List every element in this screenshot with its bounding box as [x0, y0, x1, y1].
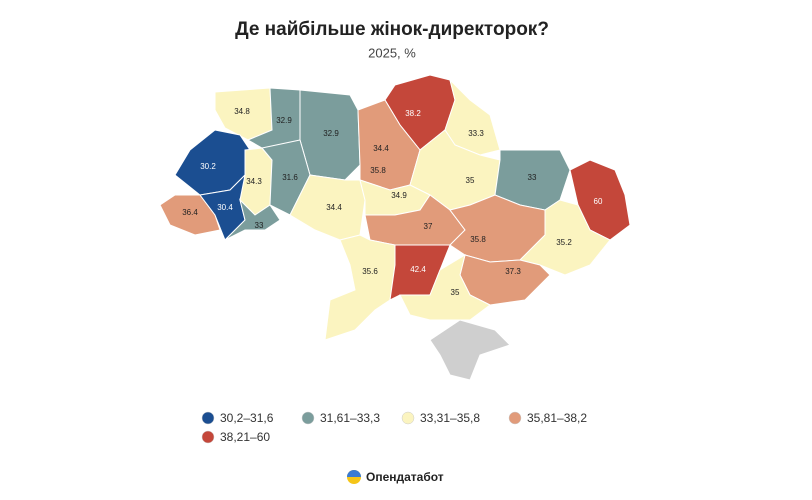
region-label: 34.3	[246, 177, 262, 186]
region-label: 35	[466, 176, 475, 185]
legend-swatch	[508, 411, 522, 425]
region-label: 36.4	[182, 208, 198, 217]
region-label: 35.6	[362, 267, 378, 276]
region-label: 35.2	[556, 238, 572, 247]
region	[224, 198, 281, 241]
region-label: 33.3	[468, 129, 484, 138]
region-label: 60	[594, 197, 603, 206]
region-label: 42.4	[410, 265, 426, 274]
region	[519, 199, 611, 276]
region-label: 34.4	[326, 203, 342, 212]
region-label: 34.9	[391, 191, 407, 200]
subtitle: 2025, %	[368, 45, 416, 60]
legend-label: 30,2–31,6	[220, 411, 274, 425]
regions: 34.8 32.9 32.9 38.2 33.3 30.2 34.3 31.6 34.4 35.8…	[159, 74, 631, 341]
region-label: 37	[424, 222, 433, 231]
region-label: 38.2	[405, 109, 421, 118]
brand: Опендатабот	[347, 470, 444, 484]
region-label: 33	[528, 173, 537, 182]
region-label: 32.9	[276, 116, 292, 125]
brand-icon-top	[347, 470, 361, 477]
legend-label: 35,81–38,2	[527, 411, 587, 425]
region-label: 30.4	[217, 203, 233, 212]
region-label: 35	[451, 288, 460, 297]
region-label: 35.8	[370, 166, 386, 175]
region-label: 34.8	[234, 107, 250, 116]
legend: 30,2–31,6 31,61–33,3 33,31–35,8 35,81–38,2 3…	[201, 411, 587, 444]
legend-label: 31,61–33,3	[320, 411, 380, 425]
legend-label: 33,31–35,8	[420, 411, 480, 425]
region-label: 37.3	[505, 267, 521, 276]
title: Де найбільше жінок-директорок?	[235, 19, 549, 40]
legend-swatch	[301, 411, 315, 425]
region	[289, 174, 366, 241]
region-label: 34.4	[373, 144, 389, 153]
legend-swatch	[201, 430, 215, 444]
region-label: 32.9	[323, 129, 339, 138]
region-label: 35.8	[470, 235, 486, 244]
region	[399, 253, 491, 321]
region-label: 31.6	[282, 173, 298, 182]
region	[324, 234, 396, 341]
crimea	[429, 319, 511, 381]
legend-label: 38,21–60	[220, 430, 270, 444]
legend-swatch	[401, 411, 415, 425]
brand-name: Опендатабот	[366, 470, 444, 484]
region-label: 30.2	[200, 162, 216, 171]
region-label: 33	[255, 221, 264, 230]
legend-swatch	[201, 411, 215, 425]
